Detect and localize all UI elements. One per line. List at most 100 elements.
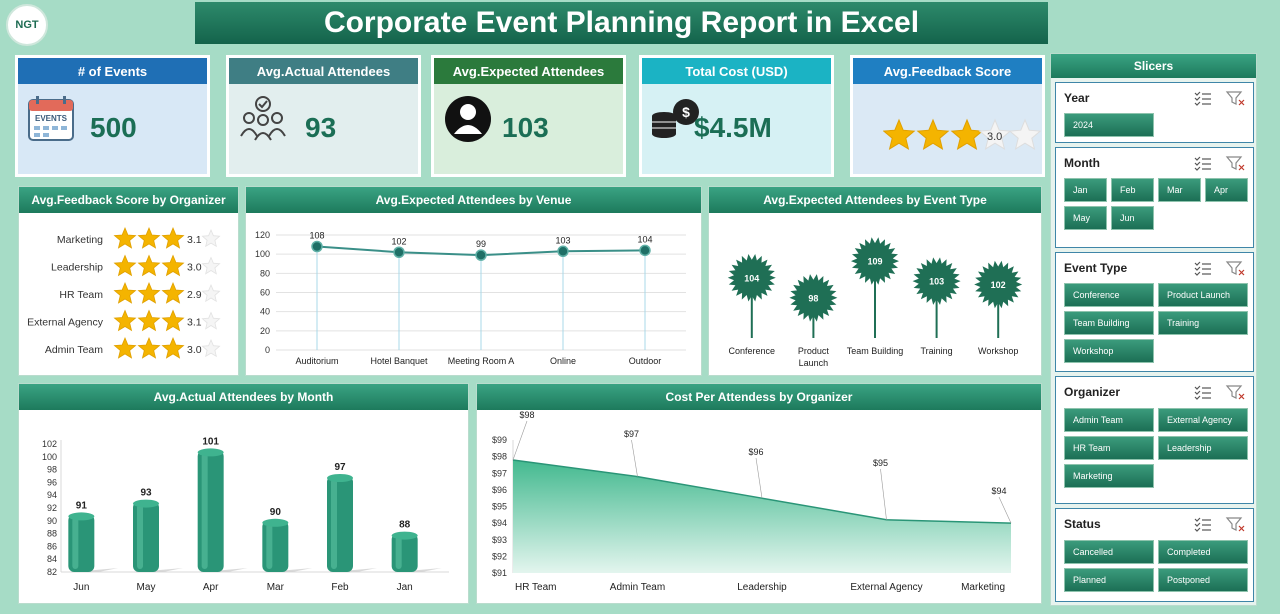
kpi-feedback-stars: 3.0 [883,118,1042,150]
venue-data-label: 99 [476,239,486,249]
multi-select-icon[interactable] [1193,384,1245,400]
organizer-score: 3.0 [187,262,202,274]
slicer-event-team-building[interactable]: Team Building [1064,311,1154,335]
y-tick-label: 20 [260,326,270,336]
cost-data-label: $97 [624,429,639,439]
kpi-expected-value: 103 [502,112,549,143]
feedback-panel-title: Avg.Feedback Score by Organizer [19,187,238,213]
event-type-burst [789,274,838,322]
venue-x-label: Online [550,356,576,366]
cost-data-label: $96 [748,447,763,457]
event-type-x-label: Product [798,346,830,356]
star-filled-icon [137,336,161,359]
multi-select-icon[interactable] [1193,155,1245,171]
slicer-organizer: Organizer Admin Team External Agency HR … [1055,376,1254,504]
multi-select-icon[interactable] [1193,260,1245,276]
cost-area [513,460,1011,573]
star-filled-icon [137,309,161,332]
user-icon [445,96,491,142]
star-filled-icon [161,336,185,359]
star-filled-icon [950,118,984,150]
star-filled-icon [161,226,185,249]
slicer-org-admin-team[interactable]: Admin Team [1064,408,1154,432]
slicer-month-jan[interactable]: Jan [1064,178,1107,202]
slicer-event-training[interactable]: Training [1158,311,1248,335]
organizer-score: 3.1 [187,317,202,329]
leader-line [880,468,887,520]
slicer-month-jun[interactable]: Jun [1111,206,1154,230]
kpi-feedback-card: Avg.Feedback Score 3.0 [850,55,1045,177]
venue-point [393,246,405,258]
logo: NGT [6,4,48,46]
y-tick-label: 40 [260,307,270,317]
bar-shadow [72,568,119,572]
cost-area-chart: $91 $92 $93 $94 $95 $96 $97 $98 $99 $98 HR Team $97… [492,410,1012,593]
y-tick-label: 84 [47,554,57,564]
event-type-chart-title: Avg.Expected Attendees by Event Type [709,187,1041,213]
slicer-status: Status Cancelled Completed Planned Postp… [1055,508,1254,602]
month-data-label: 101 [202,436,219,447]
kpi-events-value: 500 [90,112,137,143]
month-x-label: Jan [397,582,413,593]
month-bar [262,520,289,572]
y-tick-label: 82 [47,567,57,577]
multi-select-icon[interactable] [1193,90,1245,106]
slicer-month-may[interactable]: May [1064,206,1107,230]
feedback-by-organizer-panel: Avg.Feedback Score by Organizer Marketin… [18,186,239,376]
kpi-events-label: # of Events [18,58,207,84]
y-tick-label: $91 [492,568,507,578]
event-type-burst [912,257,961,305]
month-x-label: Feb [331,582,349,593]
slicer-year-2024[interactable]: 2024 [1064,113,1154,137]
star-empty-icon [201,338,221,358]
bar-highlight [137,504,143,569]
multi-select-icon[interactable] [1193,516,1245,532]
event-type-chart: 104 Conference 98 Product Launch 109 Team Buil… [727,237,1023,368]
organizer-label: External Agency [27,317,104,329]
venue-point [475,249,487,261]
slicer-status-planned[interactable]: Planned [1064,568,1154,592]
bar-shadow [266,568,313,572]
y-tick-label: $93 [492,535,507,545]
slicer-month-feb[interactable]: Feb [1111,178,1154,202]
slicer-org-marketing[interactable]: Marketing [1064,464,1154,488]
kpi-actual-value: 93 [305,112,337,143]
leader-line [512,420,528,461]
month-x-label: Apr [203,582,219,593]
slicer-event-product-launch[interactable]: Product Launch [1158,283,1248,307]
bar-highlight [395,536,402,569]
slicer-org-leadership[interactable]: Leadership [1158,436,1248,460]
star-filled-icon [137,226,161,249]
kpi-cost-value: $4.5M [694,112,772,143]
venue-data-label: 102 [391,236,406,246]
slicer-event-workshop[interactable]: Workshop [1064,339,1154,363]
slicer-pane-title: Slicers [1051,54,1256,78]
slicer-event-conference[interactable]: Conference [1064,283,1154,307]
slicer-month-mar[interactable]: Mar [1158,178,1201,202]
bar-cap [262,518,289,527]
event-type-data-label: 103 [929,277,944,287]
y-tick-label: 80 [260,268,270,278]
month-chart-title: Avg.Actual Attendees by Month [19,384,468,410]
slicer-org-external-agency[interactable]: External Agency [1158,408,1248,432]
y-tick-label: $96 [492,485,507,495]
cost-chart-title: Cost Per Attendess by Organizer [477,384,1041,410]
slicer-status-completed[interactable]: Completed [1158,540,1248,564]
cost-x-label: Admin Team [610,582,665,593]
slicer-org-hr-team[interactable]: HR Team [1064,436,1154,460]
kpi-total-cost-card: Total Cost (USD) $ $4.5M [639,55,834,177]
kpi-expected-attendees-card: Avg.Expected Attendees 103 [431,55,626,177]
slicer-month-apr[interactable]: Apr [1205,178,1248,202]
event-type-x-label: Conference [729,346,776,356]
event-type-x-label: Workshop [978,346,1018,356]
y-tick-label: 86 [47,541,57,551]
bar-cap [327,474,353,482]
kpi-feedback-value: 3.0 [987,131,1002,143]
slicer-status-cancelled[interactable]: Cancelled [1064,540,1154,564]
y-tick-label: 0 [265,345,270,355]
star-filled-icon [113,226,137,249]
organizer-score: 2.9 [187,289,202,301]
slicer-status-postponed[interactable]: Postponed [1158,568,1248,592]
star-empty-icon [201,311,221,330]
bar-cap [391,531,418,540]
